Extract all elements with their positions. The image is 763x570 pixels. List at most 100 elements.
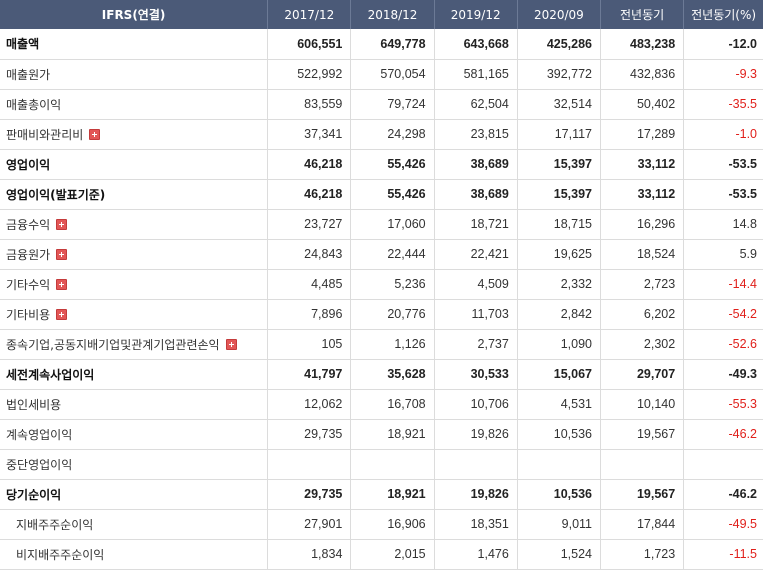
value-cell: 79,724: [350, 89, 435, 120]
table-row: 금융원가 24,843 22,444 22,421 19,625 18,524 5.9: [0, 239, 763, 270]
value-cell: 19,567: [600, 478, 685, 510]
row-label: 중단영업이익: [6, 457, 73, 472]
row-label: 비지배주주순이익: [16, 547, 105, 562]
yoy-pct-cell: -1.0: [683, 119, 763, 150]
value-cell: 4,531: [517, 389, 602, 420]
value-cell: 1,090: [517, 329, 602, 360]
value-cell: 4,485: [267, 269, 352, 300]
value-cell: 2,332: [517, 269, 602, 300]
value-cell: 17,060: [350, 209, 435, 240]
row-label-cell[interactable]: 기타수익: [0, 269, 269, 300]
value-cell: 41,797: [267, 358, 352, 390]
value-cell: 29,735: [267, 478, 352, 510]
value-cell: 2,015: [350, 539, 435, 570]
value-cell: 606,551: [267, 29, 352, 60]
value-cell: 83,559: [267, 89, 352, 120]
row-label: 세전계속사업이익: [6, 367, 95, 382]
value-cell: 2,737: [434, 329, 518, 360]
value-cell: 19,625: [517, 239, 602, 270]
expand-plus-icon[interactable]: [56, 308, 68, 320]
value-cell: 30,533: [434, 358, 518, 390]
value-cell: 16,906: [350, 509, 435, 540]
value-cell: 33,112: [600, 179, 685, 210]
yoy-pct-cell: -49.3: [683, 358, 763, 390]
yoy-pct-cell: -49.5: [683, 509, 763, 540]
value-cell: 18,921: [350, 478, 435, 510]
value-cell: 522,992: [267, 59, 352, 90]
value-cell: 2,723: [600, 269, 685, 300]
table-row: 기타비용 7,896 20,776 11,703 2,842 6,202 -54.2: [0, 299, 763, 330]
value-cell: 35,628: [350, 358, 435, 390]
value-cell: [517, 449, 602, 480]
row-label: 종속기업,공동지배기업및관계기업관련손익: [6, 337, 220, 352]
row-label-cell[interactable]: 판매비와관리비: [0, 119, 269, 150]
row-label-cell: 법인세비용: [0, 389, 269, 420]
row-label: 영업이익(발표기준): [6, 187, 106, 202]
row-label-cell[interactable]: 금융원가: [0, 239, 269, 270]
row-label-cell: 매출총이익: [0, 89, 269, 120]
row-label: 금융수익: [6, 217, 51, 232]
value-cell: [434, 449, 518, 480]
row-label-cell: 영업이익: [0, 148, 269, 180]
value-cell: 1,723: [600, 539, 685, 570]
expand-plus-icon[interactable]: [225, 338, 237, 350]
table-row: 지배주주순이익 27,901 16,906 18,351 9,011 17,844 -49.…: [0, 509, 763, 540]
yoy-pct-cell: -53.5: [683, 179, 763, 210]
row-label: 판매비와관리비: [6, 127, 84, 142]
value-cell: 10,536: [517, 419, 602, 450]
expand-plus-icon[interactable]: [56, 278, 68, 290]
expand-plus-icon[interactable]: [89, 128, 101, 140]
value-cell: 18,351: [434, 509, 518, 540]
value-cell: 1,524: [517, 539, 602, 570]
table-row: 판매비와관리비 37,341 24,298 23,815 17,117 17,289 -1.…: [0, 119, 763, 150]
header-col-2017-12: 2017/12: [267, 0, 352, 29]
row-label-cell: 매출액: [0, 29, 269, 60]
table-row: 매출원가 522,992 570,054 581,165 392,772 432,836-…: [0, 59, 763, 90]
header-col-2018-12: 2018/12: [350, 0, 435, 29]
yoy-pct-cell: -12.0: [683, 29, 763, 60]
row-label-cell: 비지배주주순이익: [0, 539, 269, 570]
value-cell: 2,302: [600, 329, 685, 360]
value-cell: 1,834: [267, 539, 352, 570]
value-cell: 16,708: [350, 389, 435, 420]
value-cell: 17,289: [600, 119, 685, 150]
value-cell: 15,397: [517, 148, 602, 180]
table-row: 계속영업이익 29,735 18,921 19,826 10,536 19,567 -46.…: [0, 419, 763, 450]
yoy-pct-cell: -55.3: [683, 389, 763, 420]
row-label: 기타비용: [6, 307, 51, 322]
value-cell: 9,011: [517, 509, 602, 540]
yoy-pct-cell: -46.2: [683, 478, 763, 510]
row-label: 지배주주순이익: [16, 517, 94, 532]
yoy-pct-cell: -52.6: [683, 329, 763, 360]
value-cell: [267, 449, 352, 480]
value-cell: 15,067: [517, 358, 602, 390]
row-label-cell[interactable]: 기타비용: [0, 299, 269, 330]
value-cell: 649,778: [350, 29, 435, 60]
yoy-pct-cell: 5.9: [683, 239, 763, 270]
expand-plus-icon[interactable]: [56, 248, 68, 260]
value-cell: 5,236: [350, 269, 435, 300]
row-label-cell: 매출원가: [0, 59, 269, 90]
table-row: 당기순이익 29,735 18,921 19,826 10,536 19,567 -46.2: [0, 478, 763, 510]
value-cell: 19,826: [434, 478, 518, 510]
value-cell: 50,402: [600, 89, 685, 120]
yoy-pct-cell: -14.4: [683, 269, 763, 300]
row-label-cell: 세전계속사업이익: [0, 358, 269, 390]
header-col-prev-period: 전년동기: [600, 0, 685, 29]
table-row: 영업이익(발표기준) 46,218 55,426 38,689 15,397 33,112…: [0, 179, 763, 210]
header-col-2019-12: 2019/12: [434, 0, 518, 29]
table-row: 비지배주주순이익 1,834 2,015 1,476 1,524 1,723 -11.5: [0, 539, 763, 570]
value-cell: 10,706: [434, 389, 518, 420]
row-label-cell: 중단영업이익: [0, 449, 269, 480]
value-cell: 37,341: [267, 119, 352, 150]
row-label-cell[interactable]: 종속기업,공동지배기업및관계기업관련손익: [0, 329, 269, 360]
row-label-cell[interactable]: 금융수익: [0, 209, 269, 240]
value-cell: 23,727: [267, 209, 352, 240]
value-cell: 15,397: [517, 179, 602, 210]
value-cell: 432,836: [600, 59, 685, 90]
value-cell: 32,514: [517, 89, 602, 120]
header-account-label: IFRS(연결): [0, 0, 269, 29]
table-row: 법인세비용 12,062 16,708 10,706 4,531 10,140 -55.3: [0, 389, 763, 420]
value-cell: 18,524: [600, 239, 685, 270]
expand-plus-icon[interactable]: [56, 218, 68, 230]
